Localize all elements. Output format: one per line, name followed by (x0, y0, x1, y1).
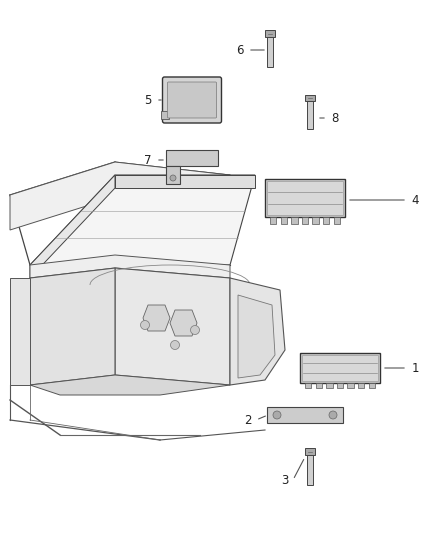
Circle shape (141, 320, 149, 329)
Bar (334, 217, 340, 224)
Polygon shape (30, 268, 115, 385)
Bar (166, 150, 218, 166)
Polygon shape (238, 295, 275, 378)
Bar (307, 455, 313, 485)
Circle shape (329, 411, 337, 419)
Bar (291, 217, 297, 224)
Polygon shape (170, 310, 197, 336)
Polygon shape (30, 375, 230, 395)
Polygon shape (10, 278, 30, 385)
Polygon shape (30, 255, 230, 278)
FancyBboxPatch shape (162, 77, 222, 123)
Polygon shape (115, 175, 255, 188)
Bar (302, 355, 378, 381)
Bar (281, 217, 287, 224)
Bar (368, 383, 375, 389)
Polygon shape (115, 268, 230, 385)
Text: 2: 2 (244, 414, 252, 426)
Polygon shape (30, 175, 255, 265)
Bar (304, 95, 315, 101)
Text: 6: 6 (236, 44, 244, 56)
Bar (166, 166, 180, 184)
Text: 7: 7 (144, 154, 152, 166)
Bar (326, 383, 332, 389)
Bar (312, 217, 319, 224)
Bar (304, 448, 315, 455)
Bar (337, 383, 343, 389)
Bar (265, 179, 345, 217)
Text: 1: 1 (411, 361, 419, 375)
Bar (358, 383, 364, 389)
Circle shape (273, 411, 281, 419)
Polygon shape (30, 175, 115, 278)
Bar (316, 383, 322, 389)
Bar (300, 353, 380, 383)
Text: 5: 5 (144, 93, 152, 107)
Polygon shape (143, 305, 170, 331)
Bar (160, 111, 169, 119)
Bar (267, 37, 273, 67)
Circle shape (170, 175, 176, 181)
Circle shape (191, 326, 199, 335)
Bar (307, 101, 313, 129)
Polygon shape (10, 162, 230, 230)
Polygon shape (230, 278, 285, 385)
Bar (323, 217, 329, 224)
Bar (302, 217, 308, 224)
Bar (267, 407, 343, 423)
Bar (267, 181, 343, 215)
Text: 4: 4 (411, 193, 419, 206)
Text: 8: 8 (331, 111, 339, 125)
Bar (305, 383, 311, 389)
Bar (270, 217, 276, 224)
Text: 3: 3 (281, 473, 289, 487)
Circle shape (170, 341, 180, 350)
Bar (347, 383, 354, 389)
FancyBboxPatch shape (167, 82, 216, 118)
Bar (265, 30, 276, 37)
